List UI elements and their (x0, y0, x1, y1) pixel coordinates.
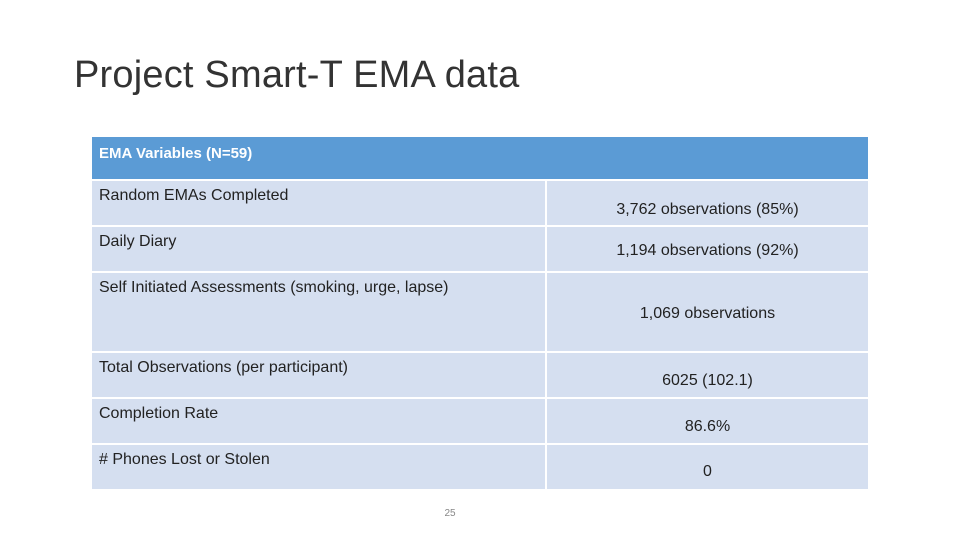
table-header: EMA Variables (N=59) (92, 137, 868, 181)
row-value-random-emas: 3,762 observations (85%) (547, 181, 868, 225)
slide-title: Project Smart-T EMA data (74, 54, 520, 96)
table-row: # Phones Lost or Stolen 0 (92, 445, 868, 489)
row-value-phones-lost: 0 (547, 445, 868, 489)
table-row: Self Initiated Assessments (smoking, urg… (92, 273, 868, 353)
row-label-phones-lost: # Phones Lost or Stolen (92, 445, 547, 489)
row-label-random-emas: Random EMAs Completed (92, 181, 547, 225)
table-row: Daily Diary 1,194 observations (92%) (92, 227, 868, 273)
row-value-self-initiated: 1,069 observations (547, 273, 868, 351)
row-value-total-observations: 6025 (102.1) (547, 353, 868, 397)
table-row: Random EMAs Completed 3,762 observations… (92, 181, 868, 227)
row-label-daily-diary: Daily Diary (92, 227, 547, 271)
row-label-total-observations: Total Observations (per participant) (92, 353, 547, 397)
page-number: 25 (444, 508, 456, 519)
ema-data-table: EMA Variables (N=59) Random EMAs Complet… (92, 137, 868, 489)
table-row: Total Observations (per participant) 602… (92, 353, 868, 399)
row-value-daily-diary: 1,194 observations (92%) (547, 227, 868, 271)
row-value-completion-rate: 86.6% (547, 399, 868, 443)
row-label-self-initiated: Self Initiated Assessments (smoking, urg… (92, 273, 547, 351)
table-row: Completion Rate 86.6% (92, 399, 868, 445)
row-label-completion-rate: Completion Rate (92, 399, 547, 443)
